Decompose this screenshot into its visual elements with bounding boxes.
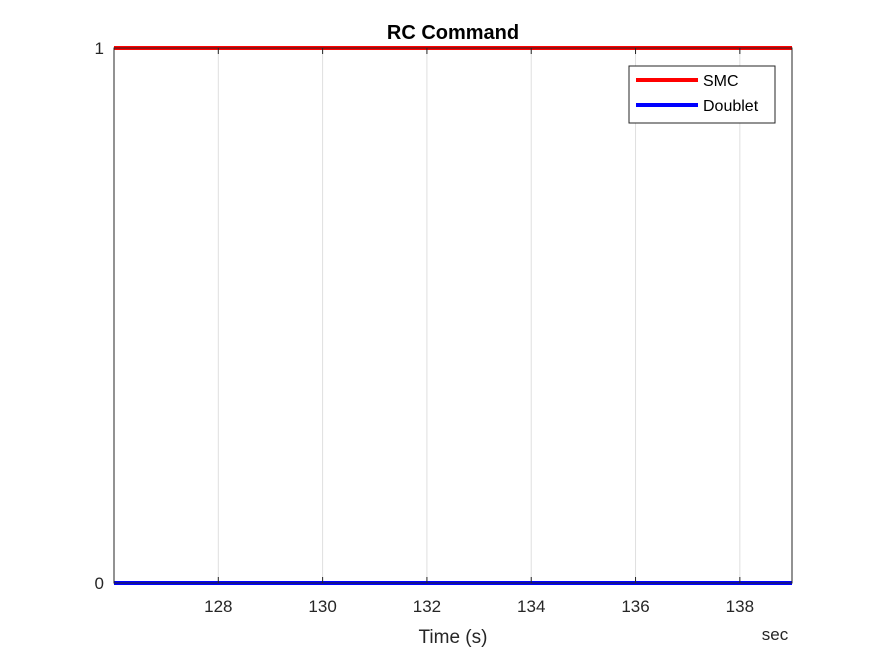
legend-box xyxy=(628,65,776,124)
grid-lines xyxy=(217,48,741,583)
x-axis-label: Time (s) xyxy=(419,627,488,648)
legend-label-doublet: Doublet xyxy=(703,98,759,115)
x-axis-unit-label: sec xyxy=(762,625,789,644)
x-tick-label: 128 xyxy=(204,597,232,616)
chart-title: RC Command xyxy=(387,22,519,44)
x-tick-label: 136 xyxy=(621,597,649,616)
y-tick-label: 0 xyxy=(95,574,104,593)
x-tick-label: 138 xyxy=(726,597,754,616)
legend: SMC Doublet xyxy=(628,65,776,124)
x-tick-label: 130 xyxy=(308,597,336,616)
x-tick-label: 132 xyxy=(413,597,441,616)
x-tick-label: 134 xyxy=(517,597,545,616)
y-tick-label: 1 xyxy=(95,39,104,58)
axes-box xyxy=(113,47,793,584)
legend-label-smc: SMC xyxy=(703,73,739,90)
axis-ticks: 128 130 132 134 136 138 0 1 xyxy=(95,39,792,616)
plot-area xyxy=(114,48,792,583)
